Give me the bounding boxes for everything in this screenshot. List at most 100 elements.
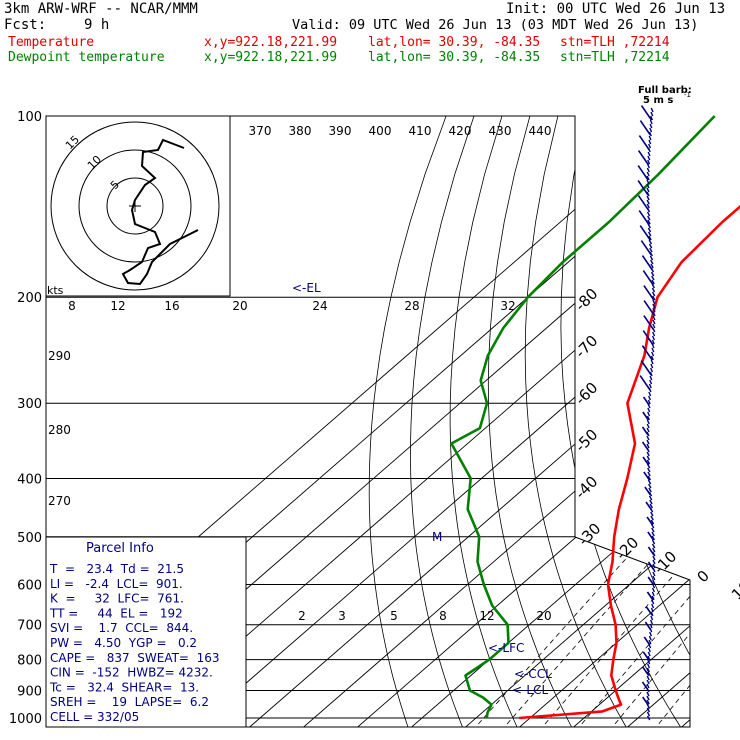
- forecast-label: Fcst:: [4, 17, 47, 33]
- model-title: 3km ARW-WRF -- NCAR/MMM: [4, 1, 198, 17]
- dewpoint-station: stn=TLH ,72214: [560, 50, 670, 65]
- barb-staff: [646, 451, 650, 457]
- barb-staff: [648, 495, 653, 501]
- dry-adiabat: [693, 116, 740, 731]
- wind-barbs: [637, 105, 656, 721]
- barb-staff: [652, 547, 656, 553]
- barb-key-exponent: -1: [684, 91, 691, 99]
- barb-staff: [648, 639, 652, 645]
- barb-staff: [648, 235, 652, 241]
- barb-staff: [647, 159, 651, 165]
- barb-staff: [647, 151, 651, 157]
- isotherm: [140, 116, 690, 727]
- mixing-ratio-label-upper: 8: [68, 299, 76, 313]
- mixing-ratio-lines: [472, 296, 690, 727]
- isotherm-label: 10: [728, 577, 740, 603]
- barb-staff: [652, 559, 656, 565]
- barb-staff: [649, 503, 654, 509]
- barb: [641, 255, 654, 271]
- isotherm: [356, 116, 690, 727]
- barb-staff: [647, 475, 652, 481]
- isotherm-label: 0: [693, 567, 712, 586]
- barb-staff: [649, 375, 653, 381]
- chart-annotations: <-EL <-LFC <-CCL <-LCL M: [292, 281, 552, 697]
- barb-staff: [650, 271, 655, 277]
- barb: [646, 516, 654, 526]
- barb-staff: [647, 155, 651, 161]
- barb: [641, 426, 649, 436]
- parcel-info-row: CELL = 332/05: [50, 710, 139, 724]
- barb-staff: [647, 663, 651, 669]
- barb: [643, 315, 655, 331]
- barb-staff: [650, 259, 654, 265]
- barb-staff: [646, 679, 650, 685]
- barb-staff: [650, 363, 654, 369]
- barb-staff: [647, 471, 651, 477]
- isotherm: [572, 116, 690, 727]
- temperature-latlon: lat,lon= 30.39, -84.35: [368, 35, 541, 50]
- barb-staff: [646, 443, 650, 449]
- theta-left-label: 280: [48, 423, 71, 437]
- barb-staff: [647, 395, 652, 401]
- parcel-info-row: CIN = -152 HWBZ= 4232.: [50, 666, 213, 680]
- barb-staff: [651, 287, 656, 293]
- pressure-label-600: 600: [17, 578, 42, 593]
- barb: [641, 681, 649, 691]
- barb-staff: [650, 515, 654, 521]
- mixing-ratio-line: [500, 296, 690, 727]
- hodograph-ring-5: [106, 177, 164, 235]
- pressure-axis: 100 200 300 400 500 600 700 800 900 1000: [9, 110, 42, 727]
- barb-staff: [650, 511, 654, 517]
- lfc-marker: <-LFC: [488, 641, 524, 655]
- barb-staff: [652, 571, 656, 577]
- barb-staff: [646, 715, 651, 721]
- temperature-xy: x,y=922.18,221.99: [204, 35, 338, 50]
- barb-staff: [649, 247, 653, 253]
- dewpoint-latlon: lat,lon= 30.39, -84.35: [368, 50, 541, 65]
- barb-staff: [649, 127, 653, 133]
- barb-staff: [652, 579, 656, 585]
- pressure-label-100: 100: [17, 110, 42, 125]
- parcel-info-row: SREH = 19 LAPSE= 6.2: [50, 695, 209, 709]
- barb-staff: [646, 455, 650, 461]
- barb-staff: [646, 203, 650, 209]
- valid-time: Valid: 09 UTC Wed 26 Jun 13 (03 MDT Wed …: [292, 17, 699, 33]
- isotherm: [626, 116, 690, 727]
- mixing-ratio-label-lower: 12: [479, 609, 494, 623]
- barb-staff: [646, 691, 650, 697]
- parcel-info-title: Parcel Info: [86, 541, 154, 556]
- barb-staff: [646, 211, 651, 217]
- barb: [637, 180, 649, 196]
- barb: [647, 561, 655, 571]
- dewpoint-xy: x,y=922.18,221.99: [204, 50, 338, 65]
- barb: [643, 300, 655, 316]
- barb-staff: [651, 339, 655, 345]
- mixing-ratio-label-upper: 20: [232, 299, 247, 313]
- dry-adiabat: [487, 116, 574, 727]
- barb-staff: [651, 535, 656, 541]
- barb: [639, 120, 651, 136]
- barb-staff: [651, 591, 655, 597]
- mixing-ratio-label-lower: 20: [536, 609, 551, 623]
- isotherm: [302, 116, 690, 727]
- dry-adiabats: [368, 116, 740, 731]
- mixing-ratio-line: [472, 296, 690, 727]
- theta-label: 420: [449, 124, 472, 138]
- barb-staff: [646, 675, 650, 681]
- barb-staff: [647, 651, 651, 657]
- barb: [639, 375, 651, 391]
- pressure-label-1000: 1000: [9, 712, 42, 727]
- barb-staff: [648, 635, 652, 641]
- barb-staff: [646, 459, 651, 465]
- barb-staff: [646, 683, 650, 689]
- hodograph-ring-15: [50, 121, 220, 291]
- barb-staff: [651, 595, 655, 601]
- mixing-ratio-line: [652, 296, 690, 727]
- pressure-label-300: 300: [17, 397, 42, 412]
- barb-staff: [648, 239, 653, 245]
- barb: [645, 606, 653, 616]
- barb-staff: [648, 483, 652, 489]
- barb-staff: [651, 587, 656, 593]
- barb-staff: [649, 255, 654, 261]
- barb-staff: [652, 319, 656, 325]
